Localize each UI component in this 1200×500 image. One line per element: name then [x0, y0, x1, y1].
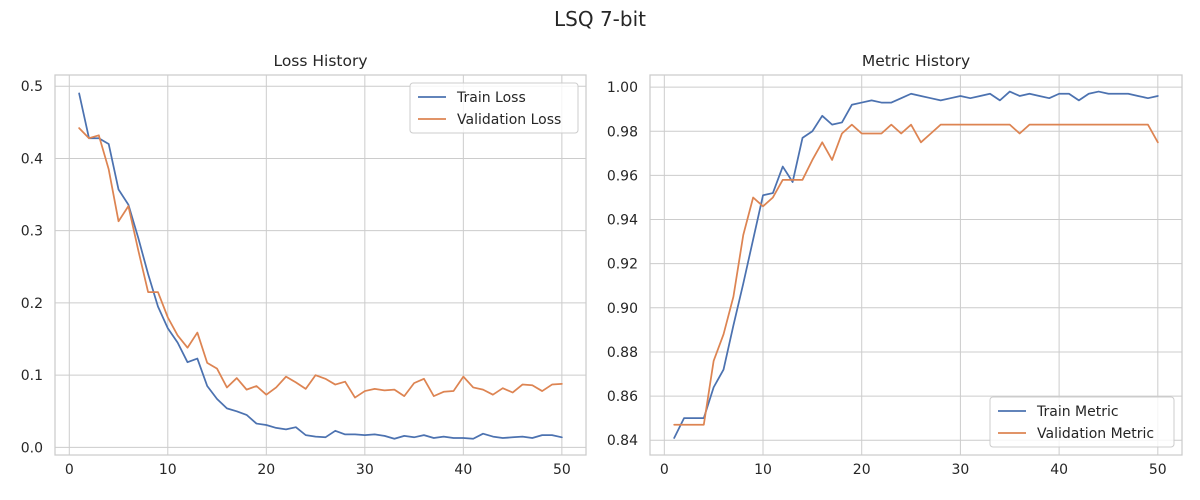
metric-legend-label: Train Metric [1036, 404, 1119, 420]
loss-y-tick-label: 0.0 [21, 440, 43, 456]
metric-x-tick-label: 40 [1050, 462, 1068, 478]
metric-y-tick-label: 0.90 [607, 301, 638, 317]
metric-y-tick-label: 0.86 [607, 389, 638, 405]
metric-y-tick-label: 0.92 [607, 257, 638, 273]
loss-y-tick-label: 0.2 [21, 296, 43, 312]
metric-y-tick-label: 1.00 [607, 80, 638, 96]
metric-y-tick-label: 0.94 [607, 213, 638, 229]
loss-x-tick-label: 0 [65, 462, 74, 478]
metric-x-tick-label: 30 [952, 462, 970, 478]
loss-series-line-0 [78, 92, 563, 440]
figure-title: LSQ 7-bit [554, 7, 646, 31]
loss-panel-title: Loss History [273, 52, 367, 70]
loss-plot-frame [54, 74, 587, 456]
metric-legend: Train Metric Validation Metric [989, 396, 1175, 448]
loss-legend-box [409, 82, 579, 134]
loss-series-line-1 [78, 127, 563, 399]
loss-legend-label: Validation Loss [457, 112, 561, 128]
loss-x-tick-label: 10 [159, 462, 177, 478]
metric-x-tick-label: 50 [1149, 462, 1167, 478]
loss-x-tick-label: 20 [257, 462, 275, 478]
metric-y-tick-label: 0.88 [607, 345, 638, 361]
loss-y-tick-label: 0.5 [21, 79, 43, 95]
metric-series-line-0 [673, 90, 1159, 439]
metric-plot-frame [649, 74, 1183, 456]
loss-y-tick-label: 0.1 [21, 368, 43, 384]
loss-legend: Train Loss Validation Loss [409, 82, 579, 134]
metric-panel-title: Metric History [862, 52, 970, 70]
metric-legend-label: Validation Metric [1037, 426, 1154, 442]
metric-y-tick-label: 0.84 [607, 433, 638, 449]
loss-x-tick-label: 40 [454, 462, 472, 478]
loss-y-tick-label: 0.4 [21, 151, 43, 167]
metric-legend-box [989, 396, 1175, 448]
metric-x-tick-label: 20 [853, 462, 871, 478]
metric-history-panel: 0 10 20 30 40 50 0.84 0.86 0.88 0.90 0.92 0.94 0.96 0… [607, 52, 1183, 478]
loss-history-panel: 0 10 20 30 40 50 0.0 0.1 0.2 0.3 0.4 0.5 Loss Histor… [21, 52, 587, 478]
metric-y-tick-label: 0.96 [607, 168, 638, 184]
loss-x-tick-label: 30 [356, 462, 374, 478]
metric-series-line-1 [673, 123, 1159, 426]
metric-x-tick-label: 0 [660, 462, 669, 478]
metric-x-tick-label: 10 [754, 462, 772, 478]
loss-legend-label: Train Loss [456, 90, 526, 106]
loss-x-tick-label: 50 [553, 462, 571, 478]
loss-y-tick-label: 0.3 [21, 224, 43, 240]
metric-y-tick-label: 0.98 [607, 124, 638, 140]
